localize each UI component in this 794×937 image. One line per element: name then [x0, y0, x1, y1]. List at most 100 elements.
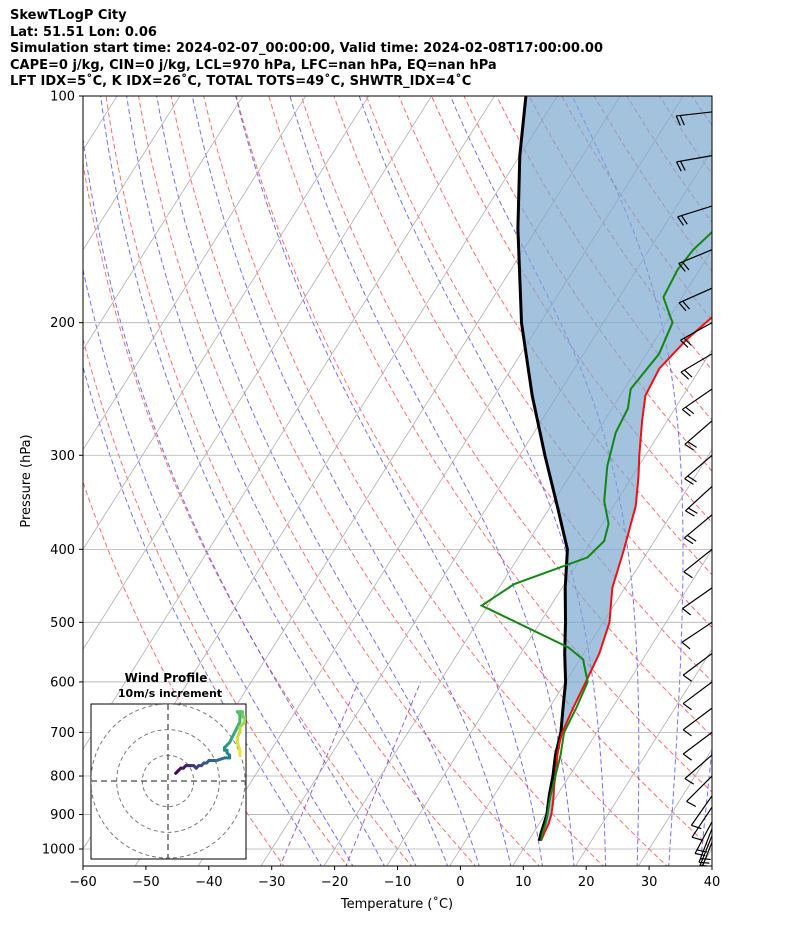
x-tick-label: 0 — [456, 875, 464, 890]
dry-adiabat — [300, 96, 712, 737]
x-tick-label: −30 — [258, 875, 285, 890]
wind-barb-shaft — [685, 485, 712, 512]
isotherm — [0, 79, 2, 868]
wind-barb-flag — [687, 475, 697, 483]
x-tick-label: −60 — [69, 875, 96, 890]
wind-barb — [690, 795, 712, 830]
wind-barb-shaft — [682, 587, 712, 610]
wind-barb-flag — [700, 857, 711, 861]
dry-adiabat — [745, 79, 794, 868]
x-tick-label: −50 — [132, 875, 159, 890]
wind-barb-flag — [684, 478, 694, 485]
x-tick-label: −20 — [321, 875, 348, 890]
dry-adiabat — [365, 96, 712, 629]
wind-barb — [694, 821, 712, 857]
isotherm — [83, 96, 307, 451]
isotherm — [83, 96, 370, 551]
wind-barb-flag — [691, 824, 702, 830]
wind-barb-shaft — [678, 287, 712, 304]
moist-adiabat — [571, 96, 684, 866]
wind-barb-shaft — [682, 707, 712, 731]
wind-barb-flag — [676, 161, 682, 172]
dry-adiabat — [203, 96, 668, 866]
wind-barb — [678, 249, 712, 272]
cape-fill — [517, 96, 712, 841]
wind-barb-flag — [698, 861, 710, 864]
dry-adiabat — [496, 96, 712, 421]
wind-barb — [682, 731, 712, 761]
wind-barb-flag — [682, 703, 692, 711]
wind-barb-flag — [679, 115, 685, 126]
wind-barb-flag — [702, 868, 712, 869]
location-line: Lat: 51.51 Lon: 0.06 — [10, 24, 157, 40]
y-tick-label: 400 — [50, 543, 75, 558]
wind-barb-shaft — [691, 806, 712, 838]
dry-adiabat — [463, 96, 712, 472]
dry-adiabat — [713, 79, 794, 868]
x-tick-label: 40 — [704, 875, 721, 890]
parcel-path-line — [516, 96, 569, 842]
wind-barb-flag — [700, 872, 710, 873]
mixing-ratio-line — [279, 681, 359, 866]
y-axis-label: Pressure (hPa) — [19, 434, 34, 527]
wind-barb-shaft — [684, 420, 712, 445]
moist-adiabat — [83, 267, 354, 866]
wind-barb-flag — [684, 778, 695, 785]
moist-adiabat — [235, 96, 543, 866]
wind-barb-flag — [684, 369, 693, 378]
wind-barb-shaft — [683, 514, 712, 539]
moist-adiabat — [83, 135, 385, 866]
wind-barb-flag — [685, 406, 695, 415]
x-tick-label: 10 — [515, 875, 532, 890]
isotherm — [449, 448, 712, 866]
wind-barb-flag — [679, 160, 686, 171]
y-ticks: 1000 900 800 700 600 500 400 300 200 100 — [42, 90, 83, 858]
wind-barb — [691, 806, 712, 841]
wind-barb-shaft — [686, 775, 712, 802]
time-line: Simulation start time: 2024-02-07_00:00:… — [10, 41, 603, 57]
cin-area — [517, 96, 712, 841]
chart-title: SkewTLogP City — [10, 8, 127, 23]
wind-barb — [682, 587, 712, 616]
y-tick-label: 500 — [50, 616, 75, 631]
wind-barb — [677, 205, 712, 226]
wind-barb-flag — [682, 753, 692, 761]
wind-barb-flag — [694, 852, 706, 857]
wind-barb — [681, 621, 712, 650]
wind-barb-shaft — [680, 353, 712, 373]
wind-barb-flag — [675, 115, 681, 126]
moist-adiabat — [191, 96, 512, 866]
wind-barb-shaft — [690, 795, 712, 826]
wind-barb-shaft — [694, 821, 712, 854]
wind-barb-flag — [678, 263, 686, 272]
wind-barb-flag — [681, 408, 691, 417]
hodograph-plot — [91, 704, 246, 859]
wind-barb-flag — [680, 339, 689, 348]
x-axis-label: Temperature (˚C) — [340, 896, 453, 912]
wind-barb-flag — [687, 441, 697, 448]
x-tick-label: −40 — [195, 875, 222, 890]
wind-barb — [682, 707, 712, 737]
y-tick-label: 600 — [50, 675, 75, 690]
wind-barb-shaft — [678, 249, 712, 264]
params-line: CAPE=0 j/kg, CIN=0 j/kg, LCL=970 hPa, LF… — [10, 57, 497, 73]
y-tick-label: 800 — [50, 770, 75, 785]
plot-area — [0, 79, 794, 873]
mixing-ratio-lines — [279, 681, 422, 866]
wind-barb — [686, 775, 712, 807]
x-tick-label: 30 — [641, 875, 658, 890]
wind-barb — [684, 754, 712, 785]
isotherm — [763, 79, 794, 868]
wind-barb — [683, 548, 712, 579]
moist-adiabats — [83, 96, 712, 866]
isotherm — [83, 96, 181, 251]
wind-barb — [676, 155, 712, 172]
dewpoint-line — [479, 230, 712, 841]
wind-barb-flag — [680, 371, 690, 380]
wind-barb-flag — [681, 641, 691, 650]
moist-adiabat — [358, 96, 607, 866]
wind-barb-shaft — [682, 681, 712, 705]
moist-adiabat — [83, 364, 322, 866]
wind-barb-flag — [688, 507, 698, 514]
wind-barb-shaft — [698, 828, 712, 863]
